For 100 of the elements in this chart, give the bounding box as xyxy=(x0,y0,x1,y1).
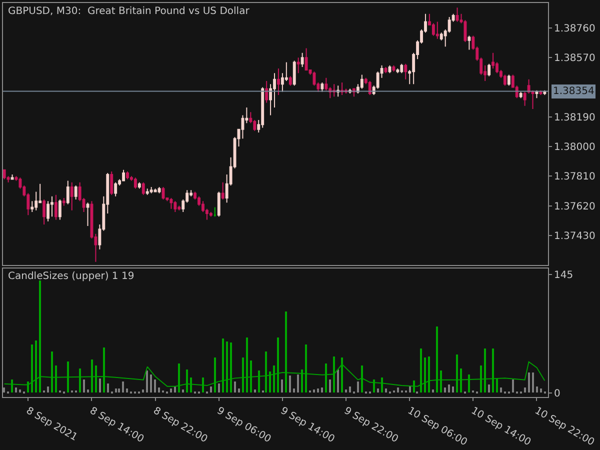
chart-title: GBPUSD, M30: Great Britain Pound vs US Dollar xyxy=(8,6,250,17)
bar xyxy=(345,390,347,393)
bar xyxy=(47,386,49,393)
y-tick-label: 1.37430 xyxy=(554,230,596,242)
candlestick xyxy=(492,52,495,69)
bar xyxy=(524,388,526,393)
bar xyxy=(432,390,434,393)
candlestick xyxy=(368,80,372,96)
candlestick xyxy=(292,60,296,86)
candlestick xyxy=(261,86,264,128)
y-tick-label: 1.38760 xyxy=(554,23,596,34)
candlestick xyxy=(142,182,145,196)
bar xyxy=(532,372,534,393)
y-tick-label: 1.37620 xyxy=(554,201,596,212)
bar xyxy=(15,388,17,393)
bar xyxy=(349,386,351,393)
bar xyxy=(146,370,148,393)
bar xyxy=(87,390,89,393)
candlestick xyxy=(158,186,161,194)
bar xyxy=(488,384,490,393)
bar xyxy=(158,388,160,393)
candlestick xyxy=(122,169,125,182)
bar xyxy=(234,382,236,393)
bar xyxy=(540,388,542,393)
bar xyxy=(397,388,399,393)
bar xyxy=(118,388,120,393)
bar xyxy=(293,388,295,393)
bar xyxy=(536,386,538,393)
candlestick xyxy=(436,21,439,40)
candlestick xyxy=(300,52,304,68)
candlestick xyxy=(3,169,6,180)
candlestick xyxy=(66,180,70,205)
candlestick xyxy=(10,174,14,180)
bar xyxy=(154,380,156,393)
candlestick xyxy=(221,182,224,200)
candlestick xyxy=(519,91,522,99)
candlestick xyxy=(209,211,212,218)
candlestick xyxy=(154,188,157,192)
bar xyxy=(142,390,144,393)
candlestick xyxy=(340,82,344,96)
candlestick xyxy=(456,7,459,22)
y-tick-label: 0 xyxy=(554,388,560,400)
candlestick xyxy=(146,188,149,196)
bar xyxy=(182,390,184,393)
candlestick xyxy=(150,186,153,194)
bar xyxy=(83,380,85,393)
candlestick xyxy=(178,205,181,211)
candlestick xyxy=(396,68,400,74)
candlestick xyxy=(507,74,510,86)
bar xyxy=(122,382,124,393)
bar xyxy=(357,382,359,393)
candlestick xyxy=(86,202,90,227)
candlestick xyxy=(332,84,336,98)
candlestick xyxy=(213,206,216,218)
bar xyxy=(99,378,101,393)
bar xyxy=(321,388,323,393)
candlestick xyxy=(392,64,396,72)
candlestick xyxy=(134,177,137,190)
candlestick xyxy=(488,63,491,77)
bar xyxy=(126,388,128,393)
candlestick xyxy=(523,91,526,106)
candlestick xyxy=(288,76,292,86)
candlestick xyxy=(277,68,280,96)
y-tick-label: 1.38190 xyxy=(554,112,596,124)
candlestick xyxy=(46,200,50,222)
candlestick xyxy=(50,196,54,218)
candlestick xyxy=(70,182,74,211)
candlestick xyxy=(304,48,308,71)
candlestick xyxy=(296,57,300,74)
ref-line-label: 1.38354 xyxy=(553,86,594,97)
candlestick xyxy=(217,191,220,218)
candlestick xyxy=(42,199,46,225)
candlestick xyxy=(503,74,506,86)
candlestick xyxy=(54,194,58,220)
bar xyxy=(337,370,339,393)
bar xyxy=(528,372,530,393)
y-tick-label: 145 xyxy=(554,270,574,281)
bar xyxy=(448,384,450,393)
candlestick xyxy=(110,170,114,196)
candlestick xyxy=(58,199,62,220)
candlestick xyxy=(62,197,66,206)
bar xyxy=(174,386,176,393)
bar xyxy=(218,384,220,393)
bar xyxy=(512,380,514,393)
bar xyxy=(107,384,109,393)
candlestick xyxy=(138,182,141,190)
bar xyxy=(238,388,240,393)
candlestick xyxy=(265,80,268,104)
bar xyxy=(170,388,172,393)
bar xyxy=(329,380,331,393)
bar xyxy=(317,388,319,393)
candlestick xyxy=(114,182,118,197)
bar xyxy=(452,386,454,393)
y-tick-label: 1.37810 xyxy=(554,172,596,183)
bar xyxy=(297,374,299,393)
chart-title: CandleSizes (upper) 1 19 xyxy=(8,271,134,282)
bar xyxy=(289,376,291,393)
bar xyxy=(254,390,256,393)
bar xyxy=(19,390,21,393)
candlestick xyxy=(170,197,173,210)
